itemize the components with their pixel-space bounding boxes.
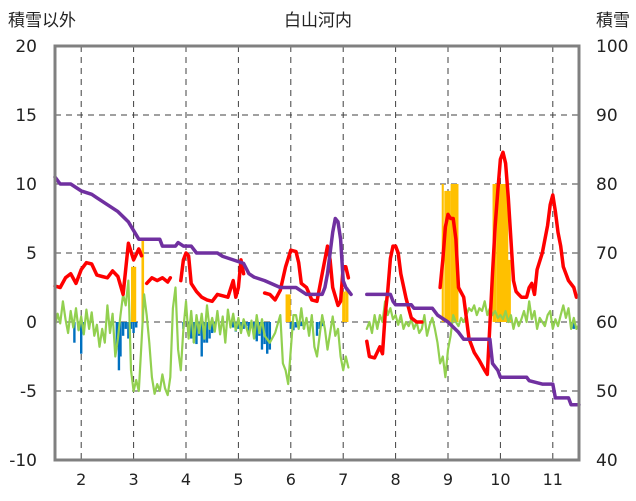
blue-bar-6 <box>117 322 121 371</box>
x-tick-label-8: 9 <box>443 470 453 489</box>
blue-bar-20 <box>200 322 203 357</box>
orange-bar-7 <box>444 190 451 322</box>
blue-bar-41 <box>289 322 292 329</box>
blue-bar-44 <box>300 322 303 327</box>
right-axis-label: 積雪 <box>596 11 630 31</box>
blue-bar-35 <box>255 322 258 342</box>
y-right-tick-label-3: 80 <box>596 175 618 195</box>
x-tick-label-6: 7 <box>338 470 348 489</box>
blue-bar-50 <box>572 322 575 329</box>
blue-bar-18 <box>195 322 198 345</box>
orange-bar-5 <box>345 287 349 322</box>
green-series-line-2 <box>365 300 581 379</box>
blue-bar-7 <box>119 322 122 357</box>
y-left-tick-label-1: 20 <box>15 37 37 57</box>
blue-bar-48 <box>321 322 324 327</box>
blue-bar-40 <box>268 322 272 350</box>
blue-bar-8 <box>121 322 125 336</box>
y-left-tick-label-2: 15 <box>15 106 37 126</box>
orange-bar-10 <box>496 184 509 322</box>
y-right-tick-label-5: 60 <box>596 313 618 333</box>
y-right-tick-label-2: 90 <box>596 106 618 126</box>
blue-bar-24 <box>211 322 214 334</box>
blue-bar-5 <box>115 322 119 347</box>
blue-bar-26 <box>231 322 235 328</box>
y-left-tick-label-4: 5 <box>26 244 37 264</box>
y-left-tick-label-7: -10 <box>9 451 37 471</box>
blue-bar-11 <box>129 322 133 329</box>
y-left-tick-label-6: -5 <box>20 382 37 402</box>
x-tick-label-10: 11 <box>543 470 563 489</box>
blue-bar-28 <box>237 322 240 329</box>
x-tick-label-1: 2 <box>76 470 86 489</box>
x-tick-label-7: 8 <box>391 470 401 489</box>
y-right-tick-label-1: 100 <box>596 37 628 57</box>
red-series-line-6 <box>438 150 579 377</box>
red-series-line-2 <box>144 276 173 286</box>
plot-frame <box>53 44 581 462</box>
blue-bar-13 <box>135 322 138 328</box>
x-tick-label-2: 3 <box>129 470 139 489</box>
blue-bar-30 <box>242 322 245 329</box>
blue-bar-10 <box>127 322 130 339</box>
blue-bar-47 <box>318 322 321 329</box>
blue-bar-12 <box>132 322 135 334</box>
y-right-tick-label-7: 40 <box>596 451 618 471</box>
left-axis-label: 積雪以外 <box>8 11 76 31</box>
blue-bar-3 <box>80 322 83 354</box>
red-series-line-3 <box>179 251 246 304</box>
orange-bar-2 <box>141 239 145 322</box>
blue-bar-23 <box>208 322 211 339</box>
blue-bar-9 <box>124 322 127 329</box>
orange-bar-8 <box>450 184 459 322</box>
y-right-tick-label-4: 70 <box>596 244 618 264</box>
x-tick-label-3: 4 <box>181 470 191 489</box>
orange-bar-4 <box>342 291 346 322</box>
orange-bar-11 <box>505 259 511 322</box>
blue-bar-32 <box>247 322 251 334</box>
blue-bar-43 <box>294 322 298 328</box>
orange-bar-3 <box>285 294 291 322</box>
x-tick-label-5: 6 <box>286 470 296 489</box>
x-tick-label-9: 10 <box>490 470 510 489</box>
red-series-line-1 <box>53 241 144 297</box>
y-right-tick-label-6: 50 <box>596 382 618 402</box>
red-series-line-5 <box>365 244 424 360</box>
green-series-line-1 <box>53 279 350 397</box>
y-left-tick-label-5: 0 <box>26 313 37 333</box>
red-series-line-4 <box>262 244 351 308</box>
purple-series-line-1 <box>53 175 353 297</box>
blue-bar-46 <box>315 322 319 336</box>
series-lines <box>53 150 581 407</box>
orange-bar-1 <box>130 266 137 322</box>
blue-bar-22 <box>205 322 209 343</box>
purple-series-line-2 <box>365 292 581 407</box>
chart-title: 白山河内 <box>284 11 352 31</box>
x-tick-label-4: 5 <box>233 470 243 489</box>
blue-bar-29 <box>239 322 243 331</box>
blue-bar-16 <box>190 322 193 339</box>
blue-bar-37 <box>260 322 264 350</box>
y-left-tick-label-3: 10 <box>15 175 37 195</box>
blue-bar-1 <box>73 322 76 343</box>
